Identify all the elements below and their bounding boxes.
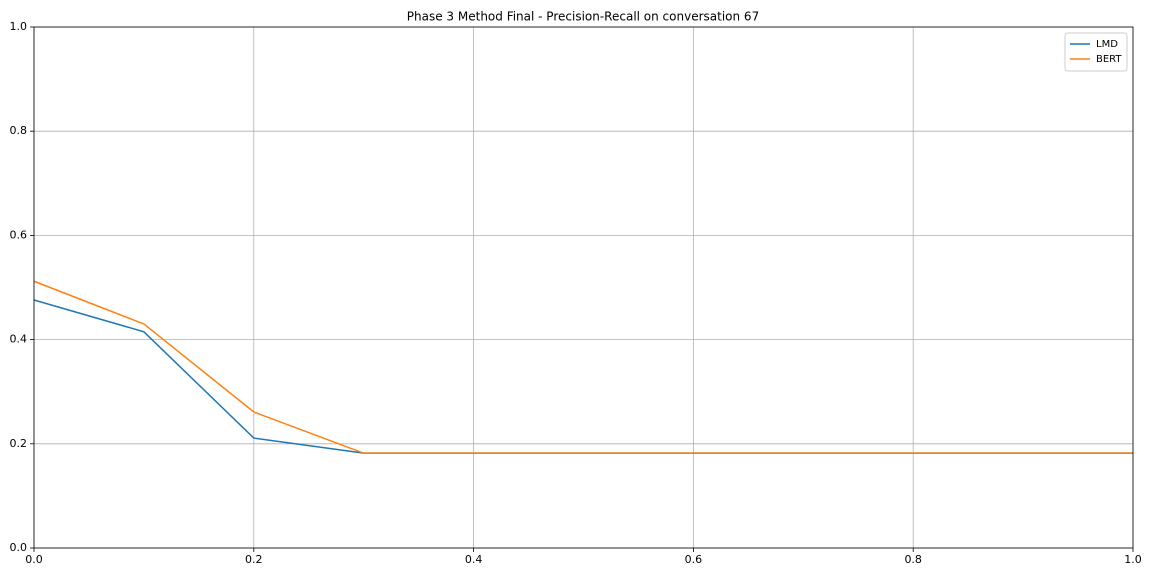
y-tick-label: 1.0: [10, 20, 28, 33]
plot-frame: [33, 26, 1134, 549]
grid-layer: [33, 26, 1134, 549]
series-line: [33, 299, 1133, 454]
chart-title: Phase 3 Method Final - Precision-Recall …: [407, 10, 759, 24]
x-tick-label: 0.8: [904, 553, 922, 566]
y-tick-label: 0.8: [10, 124, 28, 137]
series-line: [33, 280, 1133, 454]
y-tick-label: 0.4: [10, 333, 28, 346]
x-tick-label: 0.4: [465, 553, 483, 566]
x-tick-label: 1.0: [1124, 553, 1142, 566]
x-tick-label: 0.0: [25, 553, 43, 566]
legend-label: LMD: [1096, 39, 1118, 50]
y-tick-label: 0.6: [10, 228, 28, 241]
y-tick-label: 0.2: [10, 437, 28, 450]
legend-label: BERT: [1096, 54, 1122, 65]
x-tick-label: 0.6: [685, 553, 703, 566]
legend: LMD BERT: [1064, 32, 1128, 72]
legend-box: [1064, 32, 1128, 72]
x-tick-label: 0.2: [245, 553, 263, 566]
y-tick-label: 0.0: [10, 541, 28, 554]
